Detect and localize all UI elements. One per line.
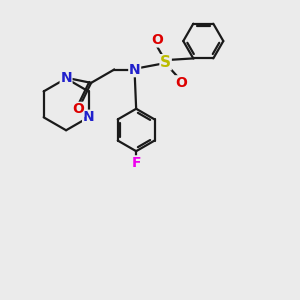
Text: O: O [175, 76, 187, 90]
Text: N: N [60, 71, 72, 85]
Text: S: S [160, 55, 171, 70]
Text: N: N [83, 110, 94, 124]
Text: F: F [131, 156, 141, 170]
Text: O: O [152, 33, 163, 47]
Text: O: O [72, 102, 84, 116]
Text: N: N [129, 63, 140, 76]
